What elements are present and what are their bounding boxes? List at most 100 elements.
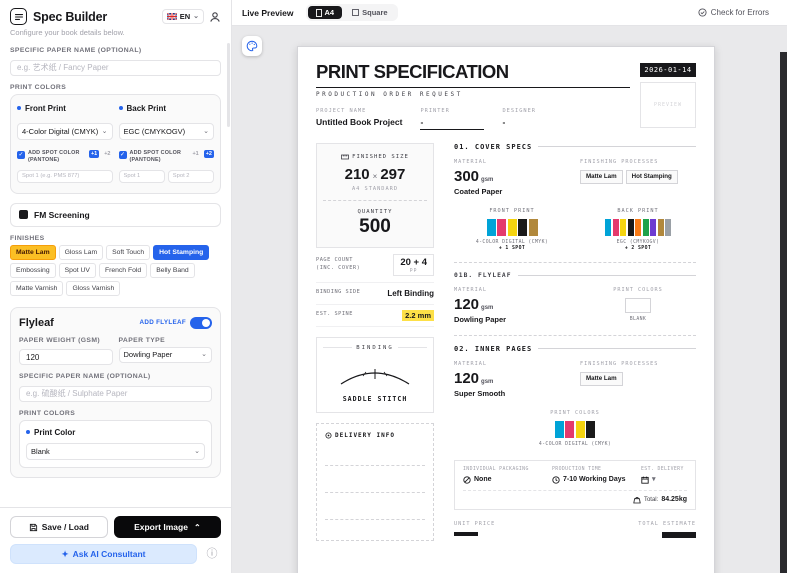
- flyleaf-paper-name-input[interactable]: [19, 385, 212, 402]
- color-swatch: [642, 218, 649, 236]
- inner-finish-chip: Matte Lam: [580, 371, 623, 386]
- front-spot-checkbox[interactable]: ✓: [17, 150, 25, 159]
- blue-dot-icon: [26, 430, 30, 435]
- chevron-down-icon: ⌄: [193, 13, 199, 20]
- delivery-info-box: DELIVERY INFO: [316, 422, 434, 541]
- preview-panel: Live Preview A4 Square Check for Errors: [232, 0, 787, 573]
- finish-chip-french-fold[interactable]: French Fold: [98, 262, 148, 278]
- save-load-button[interactable]: Save / Load: [10, 516, 108, 538]
- section-divider: [454, 334, 696, 336]
- back-spot-checkbox[interactable]: ✓: [118, 150, 127, 159]
- color-swatch: [497, 218, 506, 236]
- est-delivery-picker[interactable]: ▾: [641, 476, 687, 484]
- format-square-button[interactable]: Square: [344, 6, 395, 19]
- color-swatch: [620, 218, 626, 236]
- finish-chip-gloss-lam[interactable]: Gloss Lam: [58, 244, 104, 260]
- finish-chip-gloss-varnish[interactable]: Gloss Varnish: [66, 280, 121, 296]
- palette-icon: [246, 40, 258, 52]
- finish-chip-matte-varnish[interactable]: Matte Varnish: [10, 280, 64, 296]
- finish-chip-matte-lam[interactable]: Matte Lam: [10, 244, 56, 260]
- app-title: Spec Builder: [33, 9, 108, 24]
- logistics-box: INDIVIDUAL PACKAGING None PRODUCTION TIM…: [454, 459, 696, 510]
- back-print-swatches: [580, 218, 696, 236]
- pin-icon: [325, 431, 332, 439]
- front-print-select[interactable]: 4-Color Digital (CMYK) ⌄: [17, 122, 113, 140]
- back-print-select[interactable]: EGC (CMYKOGV) ⌄: [118, 122, 214, 140]
- color-swatch: [575, 420, 585, 438]
- binding-side-row: BINDING SIDE Left Binding: [316, 283, 434, 305]
- front-spot1-input[interactable]: [17, 169, 113, 183]
- total-estimate-redacted: [662, 531, 696, 538]
- sidebar-scrollbar[interactable]: [227, 43, 230, 127]
- export-image-button[interactable]: Export Image ⌃: [113, 516, 221, 538]
- cover-material: MATERIAL 300 gsm Coated Paper: [454, 159, 570, 196]
- user-button[interactable]: [209, 11, 221, 23]
- page-count-row: PAGE COUNT (INC. COVER) 20 + 4 pp: [316, 248, 434, 283]
- square-icon: [352, 9, 360, 16]
- flyleaf-paper-name-label: SPECIFIC PAPER NAME (OPTIONAL): [19, 373, 151, 381]
- cover-finish-chip: Hot Stamping: [625, 169, 678, 184]
- delivery-blank-line: [325, 464, 425, 466]
- section-divider: [454, 261, 696, 263]
- finish-chip-embossing[interactable]: Embossing: [10, 262, 56, 278]
- color-swatch: [554, 420, 564, 438]
- fm-screening-row[interactable]: FM Screening: [10, 202, 221, 227]
- color-swatch: [650, 218, 656, 236]
- document-subtitle: PRODUCTION ORDER REQUEST: [316, 86, 630, 98]
- binding-box: BINDING SADDLE STITCH: [316, 336, 434, 413]
- total-weight-value: 84.25kg: [661, 496, 687, 503]
- designer-field: DESIGNER -: [502, 107, 536, 127]
- back-spot2-input[interactable]: [167, 169, 214, 183]
- check-errors-button[interactable]: Check for Errors: [698, 8, 773, 17]
- preview-scrollbar[interactable]: [780, 52, 787, 573]
- finish-chip-spot-uv[interactable]: Spot UV: [58, 262, 96, 278]
- unit-price: UNIT PRICE: [454, 521, 495, 538]
- theme-palette-button[interactable]: [242, 36, 262, 56]
- flyleaf-print-color-select[interactable]: Blank ⌄: [26, 442, 205, 460]
- binding-label: BINDING: [356, 344, 394, 351]
- back-print-colors: BACK PRINT EGC (CMYKOGV) + 2 SPOT: [580, 208, 696, 251]
- flyleaf-print-colors-label: PRINT COLORS: [19, 409, 76, 417]
- paper-name-input[interactable]: [10, 59, 221, 76]
- color-swatch: [657, 218, 664, 236]
- back-spot1-input[interactable]: [118, 169, 165, 183]
- quantity-label: QUANTITY: [357, 208, 393, 215]
- sidebar: Spec Builder EN ⌄ Configure your book de…: [0, 0, 232, 573]
- back-spot-badge-1[interactable]: +1: [192, 150, 199, 157]
- document-body: FINISHED SIZE 210 × 297 A4 STANDARD QUANTI…: [316, 142, 696, 541]
- total-estimate: TOTAL ESTIMATE: [638, 521, 696, 538]
- spec-left-column: FINISHED SIZE 210 × 297 A4 STANDARD QUANTI…: [316, 142, 434, 541]
- flag-icon: [166, 13, 177, 20]
- finished-size-value: 210 × 297: [344, 165, 406, 183]
- finish-chip-belly-band[interactable]: Belly Band: [150, 262, 195, 278]
- header-right-column: 2026-01-14 PREVIEW: [640, 63, 696, 130]
- ask-ai-button[interactable]: ✦ Ask AI Consultant: [10, 544, 197, 564]
- flyleaf-type-select[interactable]: Dowling Paper ⌄: [118, 346, 212, 363]
- front-spot-badge-1[interactable]: +1: [88, 149, 100, 158]
- save-icon: [29, 523, 37, 531]
- info-button[interactable]: ⓘ: [203, 546, 221, 562]
- fm-screening-checkbox[interactable]: [19, 210, 28, 220]
- print-colors-label: PRINT COLORS: [10, 83, 67, 91]
- ruler-icon: [341, 154, 350, 159]
- document-title: PRINT SPECIFICATION: [316, 61, 509, 82]
- blue-dot-icon: [118, 106, 123, 110]
- color-swatch: [518, 218, 527, 236]
- finish-chip-hot-stamping[interactable]: Hot Stamping: [153, 244, 210, 260]
- flyleaf-weight-input[interactable]: [19, 349, 113, 366]
- format-a4-button[interactable]: A4: [307, 6, 343, 19]
- front-spot-badge-2[interactable]: +2: [104, 150, 111, 157]
- sidebar-form: SPECIFIC PAPER NAME (OPTIONAL) PRINT COL…: [0, 39, 231, 507]
- color-swatch: [605, 218, 611, 236]
- preview-canvas: PRINT SPECIFICATION PRODUCTION ORDER REQ…: [232, 26, 787, 573]
- finish-chip-soft-touch[interactable]: Soft Touch: [106, 244, 151, 260]
- flyleaf-title: Flyleaf: [19, 316, 54, 329]
- color-swatch: [528, 218, 538, 236]
- back-spot-badge-2[interactable]: +2: [203, 149, 214, 158]
- add-flyleaf-toggle[interactable]: [190, 316, 212, 329]
- sparkle-icon: ✦: [61, 548, 69, 559]
- language-select[interactable]: EN ⌄: [161, 9, 204, 24]
- finished-size-label: FINISHED SIZE: [352, 153, 409, 160]
- spine-value-highlight: 2.2 mm: [402, 309, 434, 321]
- production-time-column: PRODUCTION TIME 7-10 Working Days: [552, 466, 626, 484]
